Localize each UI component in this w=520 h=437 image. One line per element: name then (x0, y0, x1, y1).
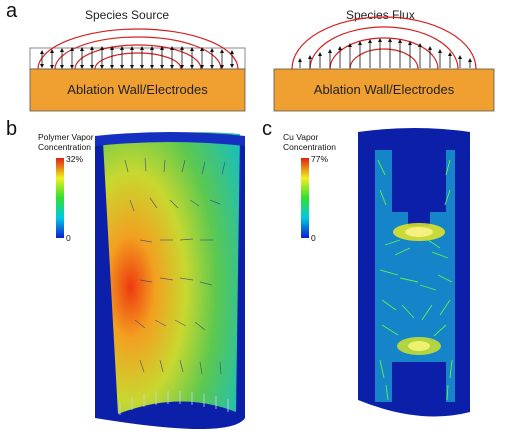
source-arrows (40, 46, 234, 69)
panel-letter-c: c (262, 118, 272, 140)
panel-letter-b: b (6, 118, 18, 140)
polymer-colorbar (56, 158, 64, 238)
polymer-colorbar-title: Polymer Vapor Concentration (38, 132, 94, 152)
cu-flow-arrows (377, 159, 453, 401)
cu-min-label: 0 (311, 233, 316, 243)
cu-max-label: 77% (311, 154, 329, 164)
ablation-wall-label-left: Ablation Wall/Electrodes (67, 82, 208, 97)
bottom-wall-arrows (119, 391, 229, 415)
species-source-diagram (29, 28, 246, 112)
polymer-max-label: 32% (66, 154, 84, 164)
cu-colorbar-title: Cu Vapor Concentration (283, 132, 336, 152)
panel-letter-a: a (6, 0, 18, 22)
polymer-vapor-cylinder (95, 132, 245, 429)
cu-vapor-cylinder (358, 128, 470, 417)
species-flux-diagram (273, 16, 495, 112)
cu-colorbar (301, 158, 309, 238)
species-source-title: Species Source (85, 8, 170, 22)
polymer-flow-arrows (124, 157, 226, 375)
flux-arrows (298, 38, 472, 68)
ablation-wall-label-right: Ablation Wall/Electrodes (313, 82, 455, 97)
polymer-min-label: 0 (66, 233, 71, 243)
